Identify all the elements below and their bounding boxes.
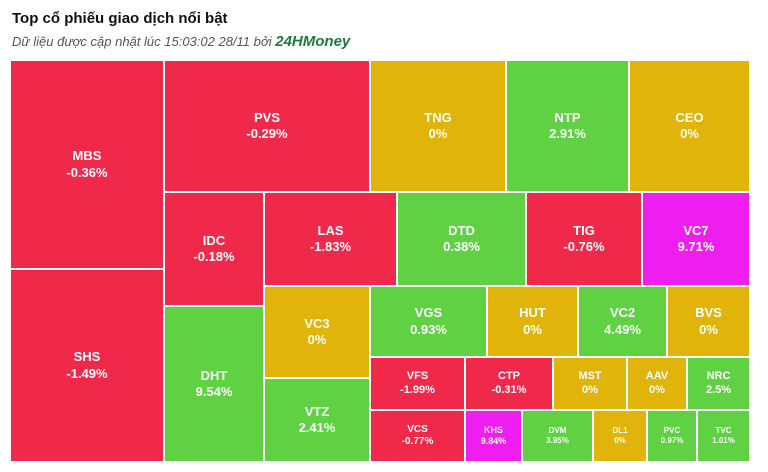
tile-ticker: NTP bbox=[554, 109, 581, 125]
tile-vc2[interactable]: VC2 4.49% bbox=[578, 286, 667, 357]
tile-change: 0.38% bbox=[443, 239, 480, 254]
tile-ticker: TIG bbox=[573, 222, 595, 238]
tile-hut[interactable]: HUT 0% bbox=[487, 286, 578, 357]
tile-ticker: TNG bbox=[424, 109, 452, 125]
tile-change: -0.31% bbox=[491, 383, 527, 396]
tile-ticker: HUT bbox=[519, 305, 546, 321]
tile-khs[interactable]: KHS 9.84% bbox=[465, 410, 522, 462]
brand-logo[interactable]: 24HMoney bbox=[275, 33, 351, 50]
tile-change: 2.41% bbox=[298, 420, 336, 435]
tile-ticker: IDC bbox=[202, 232, 226, 248]
tile-ticker: PVS bbox=[253, 109, 280, 125]
tile-change: 0% bbox=[649, 383, 665, 396]
tile-ticker: BVS bbox=[695, 305, 722, 321]
tile-ticker: AAV bbox=[645, 369, 669, 382]
tile-ticker: DVM bbox=[548, 426, 567, 435]
page-subtitle: Dữ liệu được cập nhật lúc 15:03:02 28/11… bbox=[12, 33, 350, 50]
tile-ticker: DTD bbox=[448, 222, 475, 238]
tile-change: 1.01% bbox=[712, 436, 735, 445]
tile-change: 3.95% bbox=[546, 436, 569, 445]
tile-mbs[interactable]: MBS -0.36% bbox=[10, 60, 164, 269]
tile-change: 9.54% bbox=[195, 384, 233, 399]
tile-change: -0.36% bbox=[66, 164, 108, 180]
page-title: Top cổ phiếu giao dịch nổi bật bbox=[12, 10, 228, 27]
tile-vcs[interactable]: VCS -0.77% bbox=[370, 410, 465, 462]
tile-ticker: DHT bbox=[200, 367, 228, 383]
tile-ticker: KHS bbox=[483, 424, 503, 435]
tile-vgs[interactable]: VGS 0.93% bbox=[370, 286, 487, 357]
tile-tig[interactable]: TIG -0.76% bbox=[526, 192, 642, 286]
tile-idc[interactable]: IDC -0.18% bbox=[164, 192, 264, 306]
tile-dvm[interactable]: DVM 3.95% bbox=[522, 410, 593, 462]
tile-change: -1.99% bbox=[400, 383, 435, 396]
tile-pvc[interactable]: PVC 0.97% bbox=[647, 410, 697, 462]
tile-change: -0.29% bbox=[246, 126, 288, 141]
tile-ticker: VC3 bbox=[304, 315, 330, 331]
tile-mst[interactable]: MST 0% bbox=[553, 357, 627, 410]
tile-change: 4.49% bbox=[604, 321, 641, 337]
tile-ticker: TVC bbox=[715, 426, 732, 435]
tile-change: 2.91% bbox=[549, 126, 586, 141]
tile-ticker: CTP bbox=[498, 369, 520, 382]
tile-ticker: MBS bbox=[72, 148, 102, 164]
tile-change: 0% bbox=[680, 126, 699, 141]
tile-shs[interactable]: SHS -1.49% bbox=[10, 269, 164, 462]
tile-vc3[interactable]: VC3 0% bbox=[264, 286, 370, 378]
tile-change: 0% bbox=[523, 321, 542, 337]
tile-ticker: NRC bbox=[706, 369, 731, 382]
tile-dtd[interactable]: DTD 0.38% bbox=[397, 192, 526, 286]
tile-vc7[interactable]: VC7 9.71% bbox=[642, 192, 750, 286]
tile-change: -1.49% bbox=[66, 365, 108, 381]
tile-ticker: CEO bbox=[675, 109, 704, 125]
tile-ticker: VFS bbox=[406, 369, 429, 382]
tile-ticker: VC7 bbox=[683, 222, 709, 238]
tile-vtz[interactable]: VTZ 2.41% bbox=[264, 378, 370, 462]
tile-change: 0% bbox=[614, 436, 626, 445]
tile-ticker: VGS bbox=[414, 305, 443, 321]
update-info: Dữ liệu được cập nhật lúc 15:03:02 28/11… bbox=[12, 34, 272, 49]
tile-ceo[interactable]: CEO 0% bbox=[629, 60, 750, 192]
tile-vfs[interactable]: VFS -1.99% bbox=[370, 357, 465, 410]
tile-bvs[interactable]: BVS 0% bbox=[667, 286, 750, 357]
tile-ticker: VC2 bbox=[609, 305, 636, 321]
tile-ctp[interactable]: CTP -0.31% bbox=[465, 357, 553, 410]
tile-ticker: LAS bbox=[317, 222, 344, 238]
tile-dl1[interactable]: DL1 0% bbox=[593, 410, 647, 462]
tile-change: -0.77% bbox=[401, 436, 434, 447]
tile-change: 2.5% bbox=[705, 383, 732, 396]
tile-ticker: SHS bbox=[73, 349, 101, 365]
tile-dht[interactable]: DHT 9.54% bbox=[164, 306, 264, 462]
tile-change: 0% bbox=[428, 126, 448, 141]
tile-change: 0% bbox=[582, 383, 598, 396]
tile-ticker: PVC bbox=[663, 426, 681, 435]
tile-pvs[interactable]: PVS -0.29% bbox=[164, 60, 370, 192]
tile-las[interactable]: LAS -1.83% bbox=[264, 192, 397, 286]
tile-change: 0% bbox=[307, 332, 327, 347]
tile-change: 0.97% bbox=[660, 436, 684, 445]
tile-change: 9.71% bbox=[677, 239, 715, 254]
tile-tng[interactable]: TNG 0% bbox=[370, 60, 506, 192]
tile-aav[interactable]: AAV 0% bbox=[627, 357, 687, 410]
tile-change: -1.83% bbox=[309, 239, 352, 254]
tile-nrc[interactable]: NRC 2.5% bbox=[687, 357, 750, 410]
tile-ticker: VTZ bbox=[304, 403, 330, 419]
tile-change: 9.84% bbox=[480, 436, 507, 446]
tile-ntp[interactable]: NTP 2.91% bbox=[506, 60, 629, 192]
tile-change: 0.93% bbox=[410, 321, 447, 337]
tile-change: -0.18% bbox=[193, 249, 235, 264]
tile-ticker: VCS bbox=[407, 423, 428, 435]
tile-change: -0.76% bbox=[563, 239, 605, 254]
tile-ticker: DL1 bbox=[612, 426, 628, 435]
tile-change: 0% bbox=[699, 321, 718, 337]
tile-ticker: MST bbox=[578, 369, 602, 382]
tile-tvc[interactable]: TVC 1.01% bbox=[697, 410, 750, 462]
